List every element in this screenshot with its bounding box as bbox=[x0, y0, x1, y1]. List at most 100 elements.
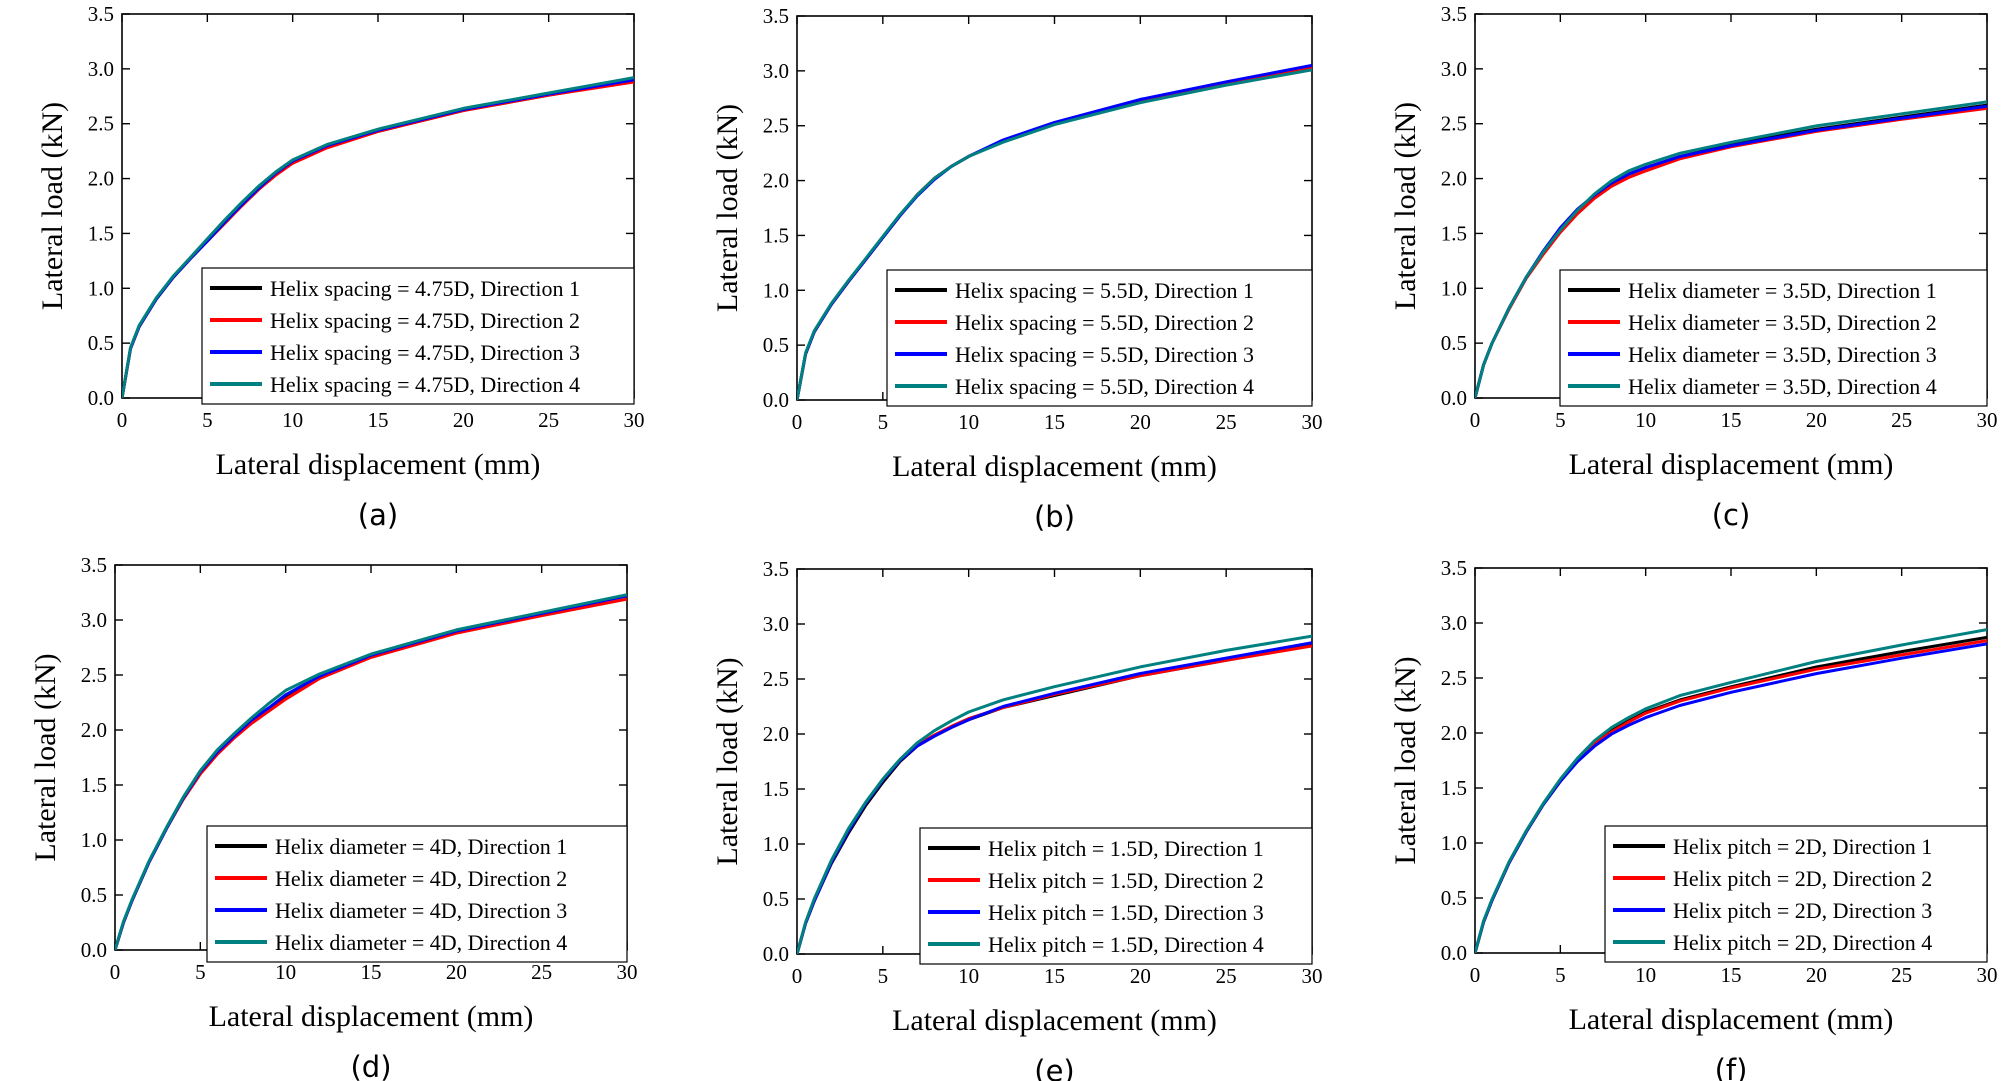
legend-box bbox=[919, 827, 1313, 965]
y-tick-label: 0.5 bbox=[763, 333, 789, 357]
y-tick-label: 2.5 bbox=[81, 663, 107, 687]
legend-label: Helix pitch = 2D, Direction 1 bbox=[1673, 834, 1932, 859]
x-tick-label: 30 bbox=[617, 960, 638, 984]
y-tick-label: 3.5 bbox=[88, 2, 114, 26]
x-tick-label: 5 bbox=[878, 964, 889, 988]
series-group bbox=[122, 76, 634, 398]
legend-label: Helix spacing = 4.75D, Direction 3 bbox=[270, 340, 580, 365]
x-tick-label: 0 bbox=[792, 964, 803, 988]
x-tick-label: 20 bbox=[1806, 963, 1827, 987]
x-tick-label: 10 bbox=[275, 960, 296, 984]
y-tick-label: 3.5 bbox=[1441, 2, 1467, 26]
x-tick-label: 0 bbox=[117, 408, 128, 432]
x-tick-label: 25 bbox=[1216, 964, 1237, 988]
x-tick-label: 15 bbox=[361, 960, 382, 984]
x-tick-label: 20 bbox=[1130, 964, 1151, 988]
x-tick-label: 30 bbox=[1302, 410, 1323, 434]
y-tick-label: 0.5 bbox=[763, 887, 789, 911]
y-tick-label: 1.0 bbox=[1441, 276, 1467, 300]
legend-label: Helix diameter = 4D, Direction 4 bbox=[275, 930, 567, 955]
y-tick-label: 2.0 bbox=[1441, 721, 1467, 745]
legend: Helix pitch = 2D, Direction 1 Helix pitch… bbox=[1604, 825, 1988, 963]
legend-label: Helix diameter = 3.5D, Direction 3 bbox=[1628, 342, 1937, 367]
x-tick-label: 20 bbox=[1806, 408, 1827, 432]
x-tick-label: 0 bbox=[1470, 408, 1481, 432]
x-tick-label: 5 bbox=[1555, 408, 1566, 432]
legend-box bbox=[886, 269, 1313, 407]
y-tick-label: 1.0 bbox=[763, 832, 789, 856]
y-tick-label: 0.0 bbox=[763, 942, 789, 966]
series-group bbox=[797, 634, 1312, 954]
panel-label: (b) bbox=[1034, 500, 1075, 534]
series-line bbox=[115, 593, 627, 950]
x-tick-label: 25 bbox=[531, 960, 552, 984]
y-tick-label: 0.0 bbox=[763, 388, 789, 412]
chart-panel: 0 5 10 15 20 25 30 0.0 0.5 1.0 1.5 2.0 2.5 3.0 3.5 Late… bbox=[1389, 556, 1998, 1081]
y-tick-label: 1.5 bbox=[763, 777, 789, 801]
y-tick-label: 0.5 bbox=[81, 883, 107, 907]
y-axis-title: Lateral load (kN) bbox=[36, 102, 69, 310]
legend-label: Helix spacing = 5.5D, Direction 4 bbox=[955, 374, 1254, 399]
x-axis-title: Lateral displacement (mm) bbox=[892, 450, 1217, 483]
chart-panel: 0 5 10 15 20 25 30 0.0 0.5 1.0 1.5 2.0 2.5 3.0 3.5 Late… bbox=[711, 557, 1323, 1081]
y-tick-label: 0.0 bbox=[88, 386, 114, 410]
y-tick-label: 1.5 bbox=[763, 223, 789, 247]
x-tick-label: 25 bbox=[1216, 410, 1237, 434]
legend-label: Helix pitch = 1.5D, Direction 3 bbox=[988, 900, 1264, 925]
legend-label: Helix pitch = 1.5D, Direction 4 bbox=[988, 932, 1264, 957]
legend-label: Helix spacing = 4.75D, Direction 2 bbox=[270, 308, 580, 333]
y-tick-label: 0.0 bbox=[1441, 386, 1467, 410]
legend-label: Helix diameter = 3.5D, Direction 4 bbox=[1628, 374, 1937, 399]
y-tick-label: 2.0 bbox=[763, 722, 789, 746]
x-tick-label: 15 bbox=[368, 408, 389, 432]
y-tick-label: 3.5 bbox=[1441, 556, 1467, 580]
y-axis-title: Lateral load (kN) bbox=[1389, 656, 1422, 864]
x-axis-title: Lateral displacement (mm) bbox=[216, 448, 541, 481]
x-tick-label: 15 bbox=[1044, 410, 1065, 434]
x-tick-label: 25 bbox=[538, 408, 559, 432]
legend-label: Helix spacing = 5.5D, Direction 1 bbox=[955, 278, 1254, 303]
x-tick-label: 30 bbox=[1977, 963, 1998, 987]
panel-label: (c) bbox=[1712, 498, 1751, 532]
y-tick-label: 1.5 bbox=[1441, 776, 1467, 800]
legend-label: Helix pitch = 2D, Direction 3 bbox=[1673, 898, 1932, 923]
y-tick-label: 3.0 bbox=[1441, 57, 1467, 81]
x-tick-label: 10 bbox=[958, 410, 979, 434]
x-tick-label: 25 bbox=[1891, 408, 1912, 432]
x-axis-title: Lateral displacement (mm) bbox=[892, 1004, 1217, 1037]
legend: Helix spacing = 4.75D, Direction 1 Helix … bbox=[201, 267, 635, 405]
x-axis-title: Lateral displacement (mm) bbox=[1569, 448, 1894, 481]
legend-label: Helix pitch = 1.5D, Direction 1 bbox=[988, 836, 1264, 861]
x-tick-label: 20 bbox=[446, 960, 467, 984]
legend-label: Helix diameter = 4D, Direction 3 bbox=[275, 898, 567, 923]
x-tick-label: 30 bbox=[1302, 964, 1323, 988]
x-tick-label: 15 bbox=[1721, 408, 1742, 432]
y-tick-label: 1.0 bbox=[88, 276, 114, 300]
chart-panel: 0 5 10 15 20 25 30 0.0 0.5 1.0 1.5 2.0 2.5 3.0 3.5 Late… bbox=[29, 553, 638, 1081]
y-tick-label: 0.5 bbox=[1441, 886, 1467, 910]
x-tick-label: 10 bbox=[1635, 408, 1656, 432]
legend-label: Helix pitch = 2D, Direction 4 bbox=[1673, 930, 1932, 955]
y-tick-label: 0.5 bbox=[88, 331, 114, 355]
legend-box bbox=[206, 825, 628, 963]
x-tick-label: 30 bbox=[1977, 408, 1998, 432]
legend-label: Helix spacing = 4.75D, Direction 1 bbox=[270, 276, 580, 301]
x-axis-title: Lateral displacement (mm) bbox=[1569, 1003, 1894, 1036]
legend-label: Helix diameter = 4D, Direction 2 bbox=[275, 866, 567, 891]
x-axis-title: Lateral displacement (mm) bbox=[209, 1000, 534, 1033]
x-tick-label: 10 bbox=[958, 964, 979, 988]
x-tick-label: 0 bbox=[1470, 963, 1481, 987]
y-tick-label: 3.5 bbox=[763, 557, 789, 581]
legend-label: Helix pitch = 2D, Direction 2 bbox=[1673, 866, 1932, 891]
y-tick-label: 3.5 bbox=[763, 4, 789, 28]
series-group bbox=[115, 593, 627, 950]
legend-box bbox=[1604, 825, 1988, 963]
y-tick-label: 1.0 bbox=[1441, 831, 1467, 855]
x-tick-label: 20 bbox=[453, 408, 474, 432]
chart-panel: 0 5 10 15 20 25 30 0.0 0.5 1.0 1.5 2.0 2.5 3.0 3.5 Late… bbox=[711, 4, 1323, 534]
x-tick-label: 10 bbox=[282, 408, 303, 432]
y-tick-label: 3.5 bbox=[81, 553, 107, 577]
y-tick-label: 1.5 bbox=[88, 221, 114, 245]
legend-label: Helix spacing = 5.5D, Direction 3 bbox=[955, 342, 1254, 367]
